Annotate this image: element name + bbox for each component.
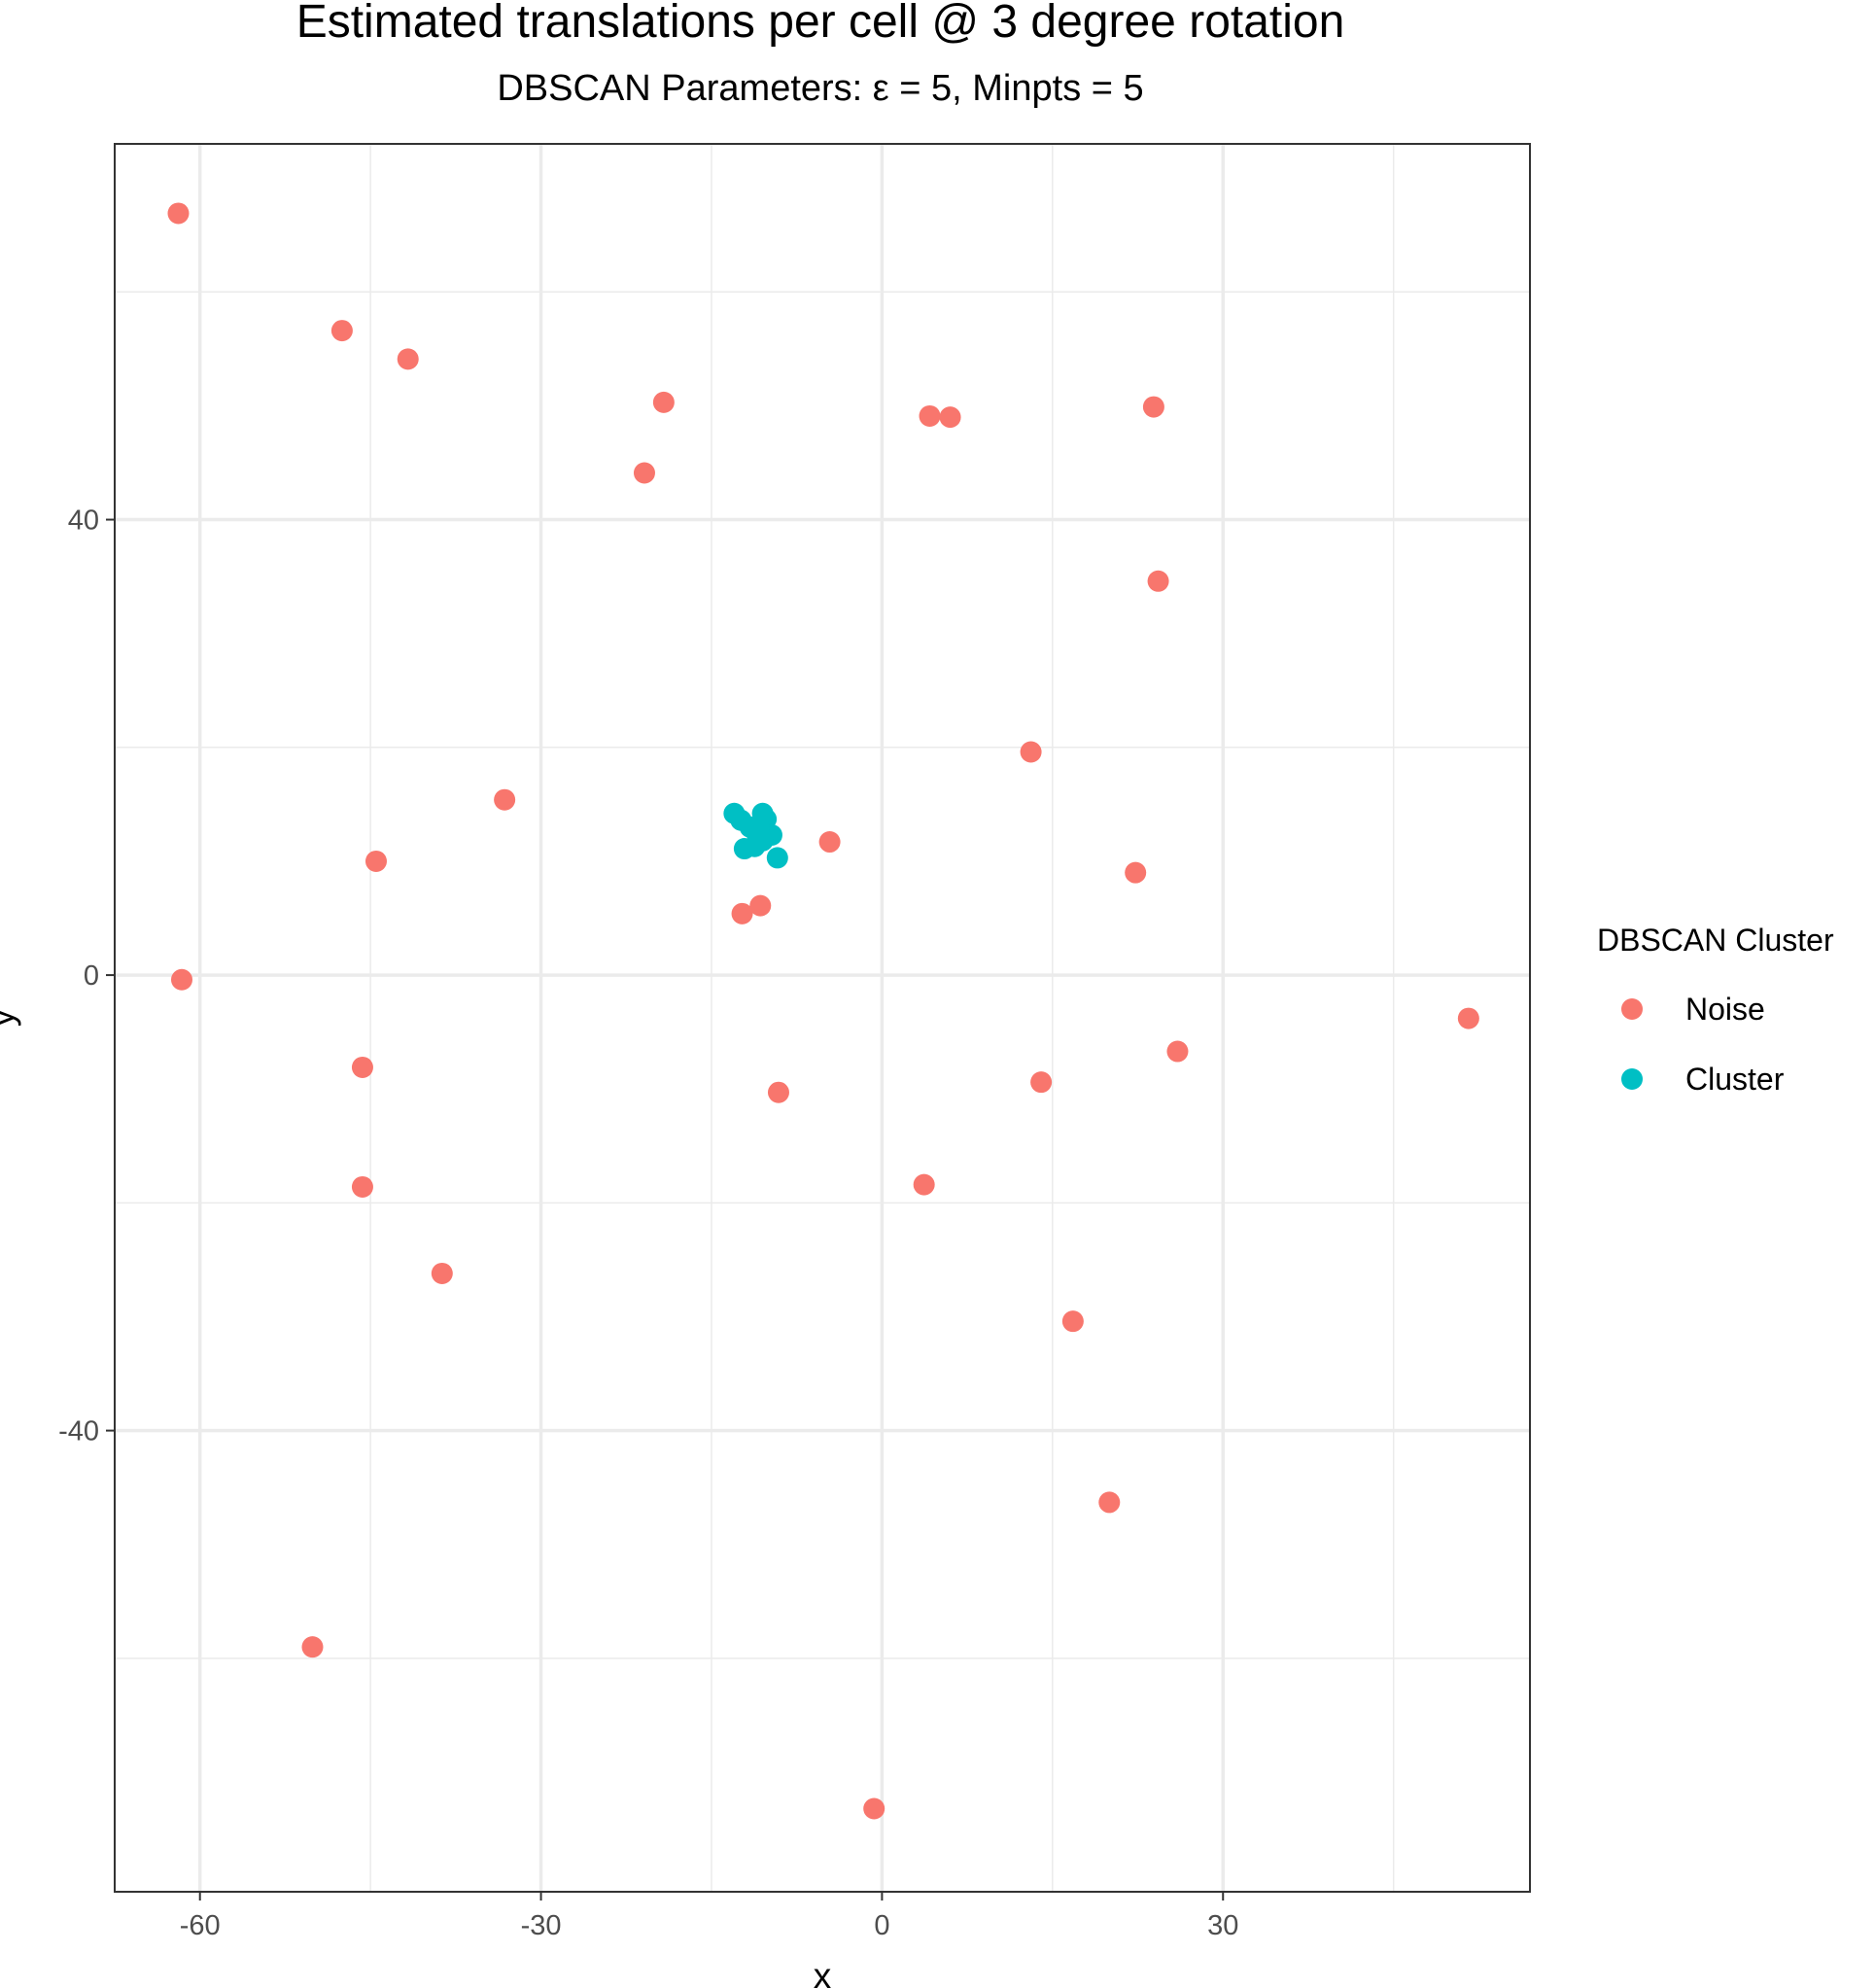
point-noise <box>170 968 192 991</box>
point-noise <box>767 1081 789 1103</box>
legend-title: DBSCAN Cluster <box>1597 923 1834 958</box>
x-tick-label: -30 <box>521 1910 562 1941</box>
point-noise <box>652 391 675 413</box>
legend: DBSCAN Cluster Noise Cluster <box>1597 923 1834 1097</box>
point-noise <box>351 1056 373 1078</box>
point-noise <box>1147 570 1169 592</box>
point-noise <box>633 462 655 484</box>
plot-panel <box>115 144 1530 1892</box>
grid-minor <box>115 144 1530 1892</box>
point-noise <box>1061 1310 1084 1333</box>
point-noise <box>365 850 387 872</box>
y-tick-label: 40 <box>68 506 99 537</box>
y-axis: -40 0 40 <box>58 506 115 1447</box>
grid-major <box>115 144 1530 1892</box>
point-noise <box>919 404 941 427</box>
point-cluster <box>748 817 771 839</box>
point-noise <box>167 202 190 225</box>
point-noise <box>731 902 753 924</box>
legend-key-cluster <box>1621 1068 1643 1090</box>
legend-label-cluster: Cluster <box>1685 1062 1785 1097</box>
point-noise <box>1098 1491 1121 1514</box>
plot-border <box>114 143 1531 1893</box>
point-cluster <box>766 847 788 869</box>
point-noise <box>939 406 961 429</box>
point-noise <box>749 894 772 917</box>
point-noise <box>397 348 419 370</box>
point-noise <box>863 1797 885 1820</box>
point-noise <box>1020 741 1042 763</box>
point-noise <box>1030 1071 1053 1094</box>
point-noise <box>913 1173 935 1196</box>
point-noise <box>818 831 841 854</box>
point-noise <box>301 1636 324 1658</box>
point-noise <box>1166 1040 1189 1063</box>
x-tick-label: -60 <box>180 1910 221 1941</box>
point-noise <box>1125 861 1147 884</box>
y-tick-label: -40 <box>58 1416 99 1447</box>
data-points <box>167 202 1479 1820</box>
chart-subtitle: DBSCAN Parameters: ε = 5, Minpts = 5 <box>497 68 1143 109</box>
legend-label-noise: Noise <box>1685 992 1765 1027</box>
point-noise <box>431 1262 453 1284</box>
x-axis-title: x <box>814 1956 832 1988</box>
y-axis-title: y <box>0 1008 21 1027</box>
x-axis: -60 -30 0 30 <box>180 1892 1238 1941</box>
legend-key-noise <box>1621 998 1643 1020</box>
y-tick-label: 0 <box>84 960 99 992</box>
x-tick-label: 30 <box>1207 1910 1238 1941</box>
point-noise <box>330 320 353 342</box>
point-noise <box>351 1175 373 1198</box>
point-noise <box>1457 1007 1479 1029</box>
point-noise <box>494 788 516 811</box>
x-tick-label: 0 <box>874 1910 889 1941</box>
chart-title: Estimated translations per cell @ 3 degr… <box>296 0 1345 48</box>
point-noise <box>1142 396 1164 418</box>
point-cluster <box>733 838 755 860</box>
